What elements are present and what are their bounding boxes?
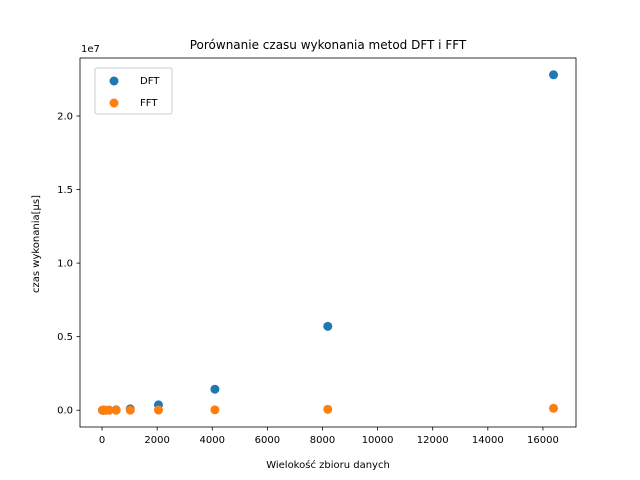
x-tick-label: 4000 xyxy=(200,435,225,446)
data-point-fft xyxy=(210,405,220,415)
legend-marker-dft xyxy=(109,76,119,86)
legend-label-dft: DFT xyxy=(140,76,160,87)
y-tick-label: 0.0 xyxy=(57,406,73,417)
data-point-fft xyxy=(153,405,163,415)
legend: DFT FFT xyxy=(94,67,173,115)
y-tick-label: 1.0 xyxy=(57,259,73,270)
data-point-fft xyxy=(549,403,559,413)
y-tick-label: 0.5 xyxy=(57,332,73,343)
y-axis-offset-label: 1e7 xyxy=(81,44,100,55)
x-tick-label: 8000 xyxy=(310,435,335,446)
legend-label-fft: FFT xyxy=(140,98,158,109)
chart-title: Porównanie czasu wykonania metod DFT i F… xyxy=(190,38,467,52)
axes: 0 2000 4000 6000 8000 10000 12000 14000 16000 0.0… xyxy=(57,57,577,446)
x-tick-label: 16000 xyxy=(527,435,559,446)
y-tick-label: 2.0 xyxy=(57,111,73,122)
data-point-fft xyxy=(323,404,333,414)
plot-marks xyxy=(97,70,559,415)
data-point-fft xyxy=(111,405,121,415)
x-axis-label: Wielokość zbioru danych xyxy=(266,459,390,471)
x-tick-label: 14000 xyxy=(472,435,504,446)
series-fft xyxy=(97,403,559,415)
x-tick-label: 10000 xyxy=(362,435,394,446)
y-axis-label: czas wykonania[µs] xyxy=(31,195,42,293)
x-tick-label: 6000 xyxy=(255,435,280,446)
data-point-dft xyxy=(323,321,333,331)
x-tick-label: 0 xyxy=(99,435,105,446)
data-point-fft xyxy=(125,405,135,415)
data-point-fft xyxy=(104,405,114,415)
plot-frame xyxy=(79,57,577,428)
x-tick-label: 12000 xyxy=(417,435,449,446)
y-tick-label: 1.5 xyxy=(57,185,73,196)
data-point-dft xyxy=(210,384,220,394)
data-point-dft xyxy=(549,70,559,80)
legend-marker-fft xyxy=(109,98,119,108)
x-tick-label: 2000 xyxy=(144,435,169,446)
legend-box xyxy=(94,67,173,115)
